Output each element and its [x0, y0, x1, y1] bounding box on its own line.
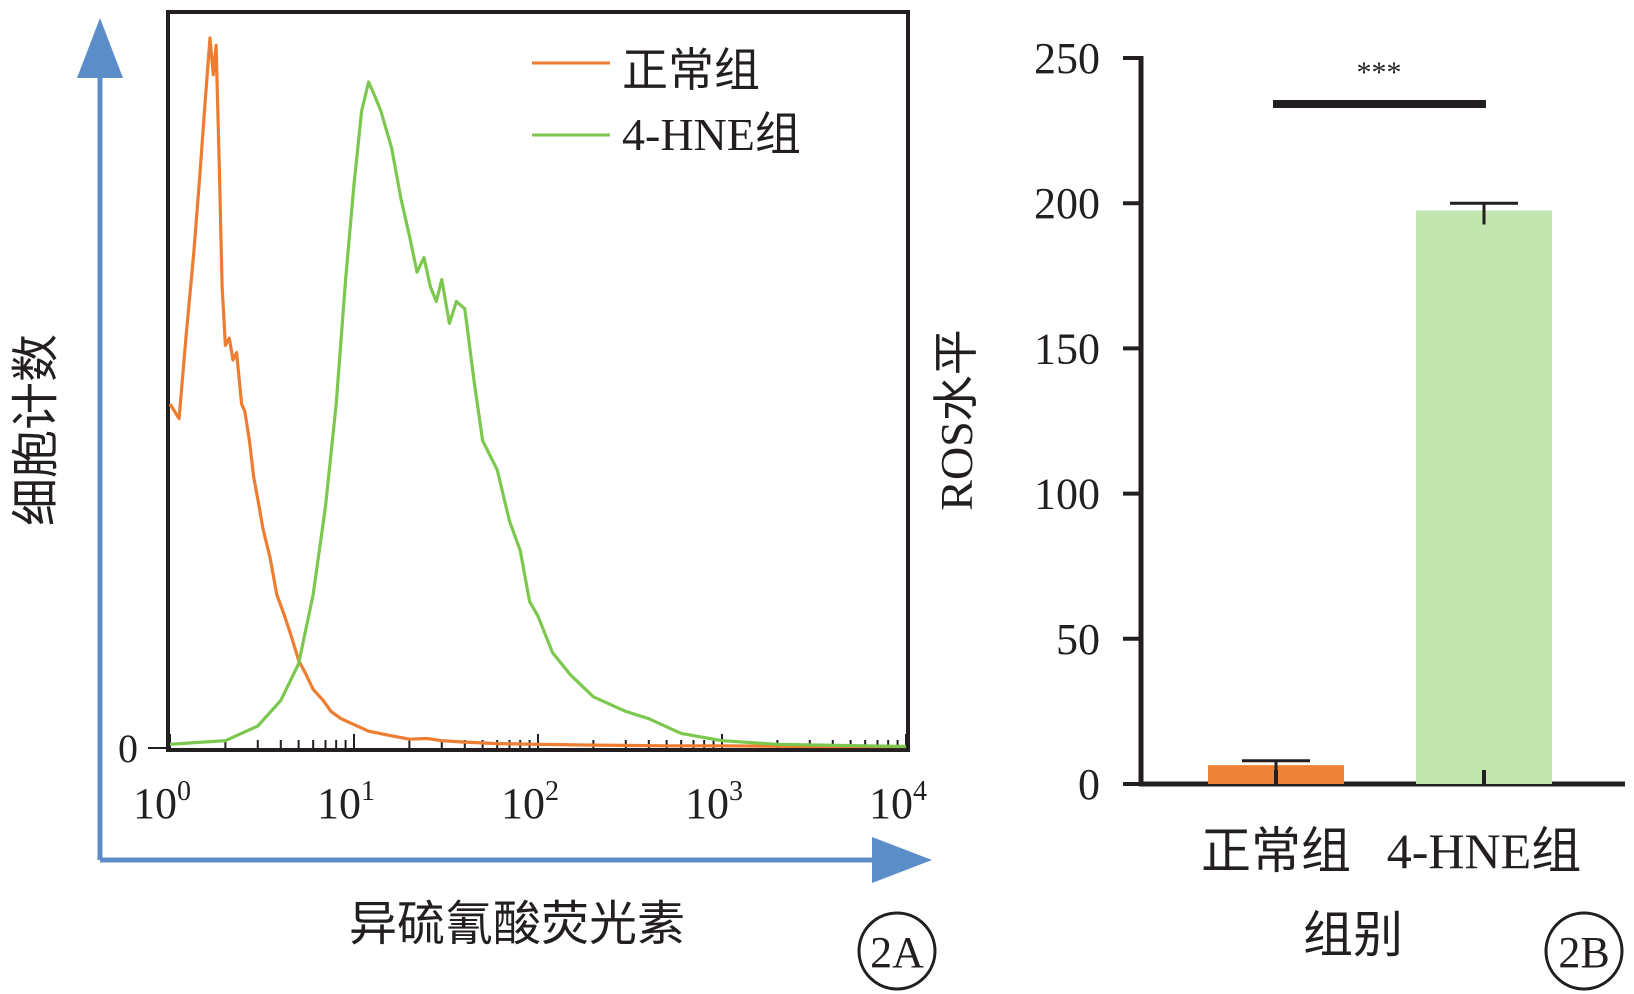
x-axis-arrowhead	[872, 837, 932, 883]
x-axis-title: 异硫氰酸荧光素	[349, 898, 685, 951]
legend-label-4hne: 4-HNE组	[622, 109, 801, 160]
x-tick-label: 100	[133, 776, 191, 828]
y-tick-label: 50	[1056, 615, 1100, 664]
x-tick-label: 103	[685, 776, 743, 828]
bars: 正常组 4-HNE组	[1201, 201, 1581, 879]
y-axis-arrowhead	[77, 18, 123, 78]
significance-label: ***	[1357, 56, 1402, 89]
y-tick-label: 200	[1034, 179, 1100, 228]
x-tick-label: 101	[317, 776, 375, 828]
y-tick-label: 100	[1034, 470, 1100, 519]
panel-label-2a: 2A	[857, 911, 937, 991]
y-tick-label: 0	[1078, 760, 1100, 809]
y-axis-ticks: 0 50 100 150 200 250	[1034, 34, 1141, 809]
histogram-panel: 0 100 101 102 103 104 正常组 4-HNE组 细胞计数 异硫氰酸荧光…	[10, 10, 937, 991]
x-tick-labels: 100 101 102 103 104	[133, 776, 927, 828]
y-tick-label: 250	[1034, 34, 1100, 83]
histogram-plot-frame	[166, 10, 910, 752]
x-tick-label: 4-HNE组	[1387, 823, 1581, 879]
series-line-normal	[168, 36, 906, 749]
y-axis-title: 细胞计数	[10, 334, 63, 526]
svg-text:2B: 2B	[1558, 928, 1609, 977]
y-tick-label: 150	[1034, 324, 1100, 373]
bar-chart-panel: 0 50 100 150 200 250 正常组 4-HNE组 *** ROS水平 组别 2…	[931, 34, 1625, 991]
x-tick-label: 正常组	[1201, 823, 1351, 879]
svg-text:2A: 2A	[870, 928, 924, 977]
x-tick-label: 104	[869, 776, 927, 828]
x-axis-title: 组别	[1303, 907, 1403, 963]
y-axis-title: ROS水平	[931, 329, 982, 510]
x-tick-label: 102	[501, 776, 559, 828]
bar	[1416, 210, 1552, 784]
panel-label-2b: 2B	[1544, 911, 1624, 991]
legend-label-normal: 正常组	[622, 45, 760, 96]
series-line-4hne	[169, 80, 907, 749]
y-tick-label: 0	[118, 726, 138, 771]
legend: 正常组 4-HNE组	[532, 45, 801, 160]
